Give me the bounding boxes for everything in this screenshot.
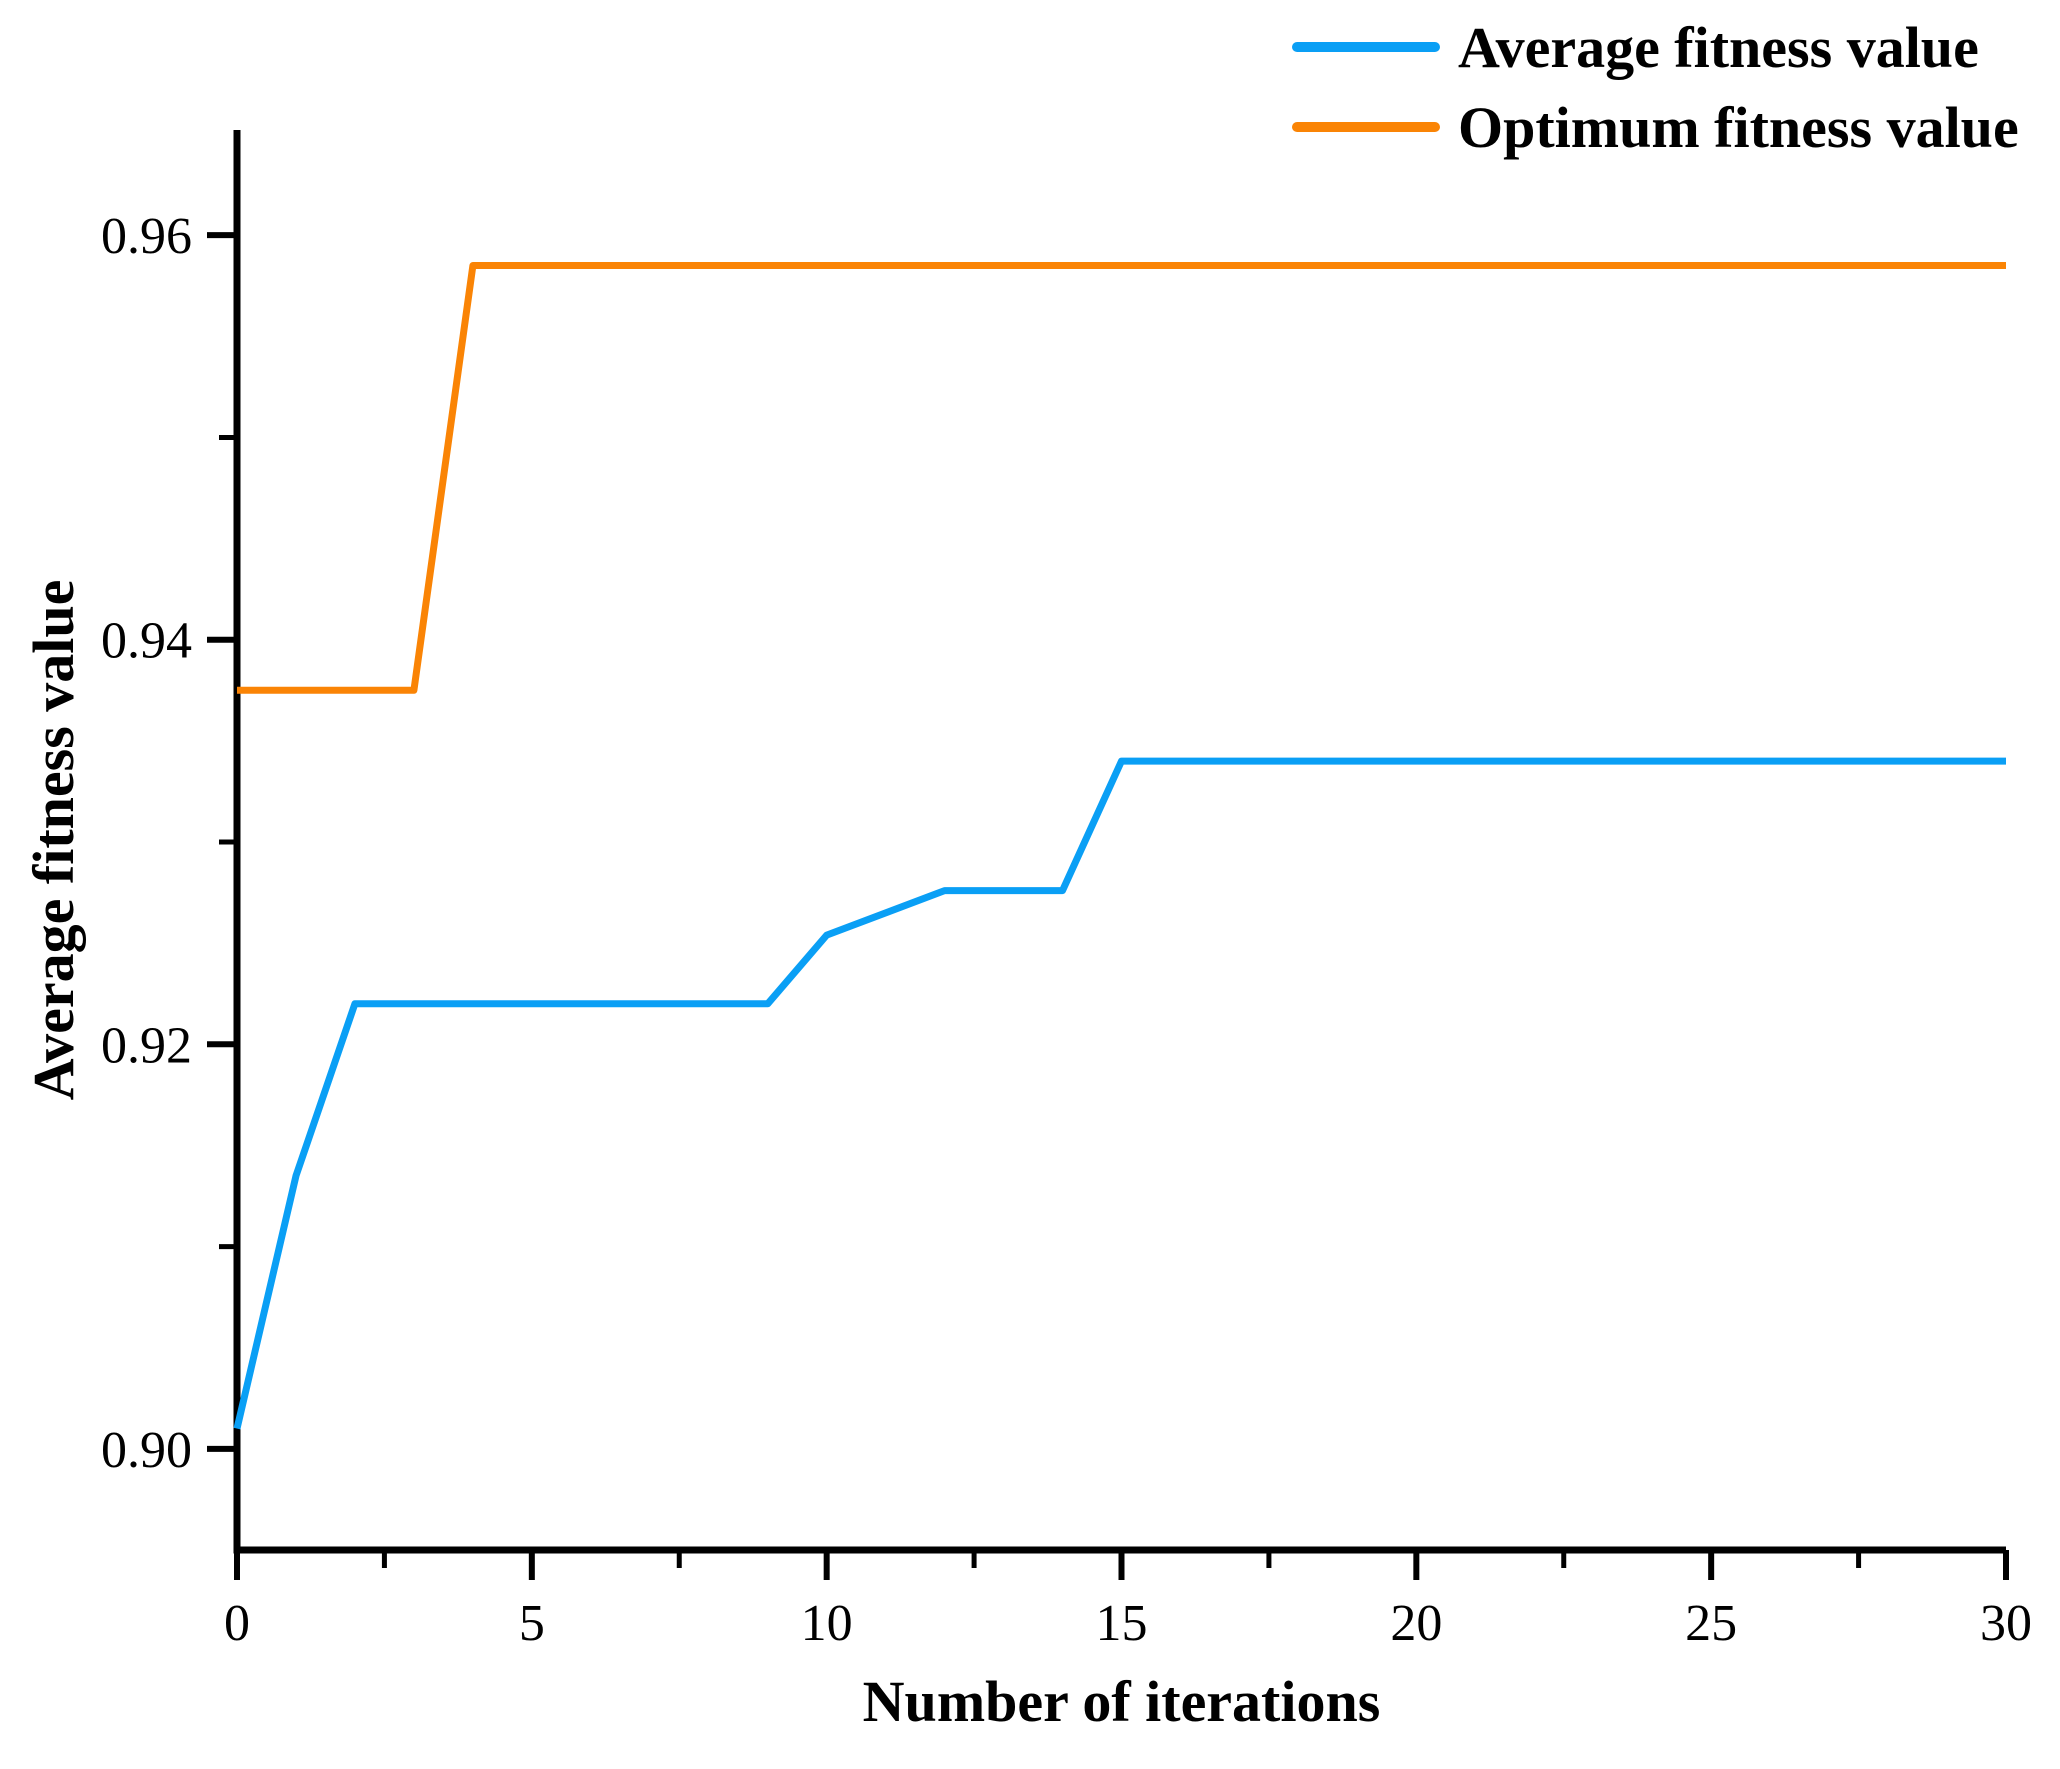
y-axis-title: Average fitness value xyxy=(21,579,86,1101)
y-tick-label: 0.94 xyxy=(101,613,192,670)
legend-label-optimum: Optimum fitness value xyxy=(1458,94,2019,160)
y-tick-label: 0.90 xyxy=(101,1422,192,1479)
x-axis-title: Number of iterations xyxy=(862,1669,1381,1734)
x-tick-label: 25 xyxy=(1685,1595,1737,1652)
legend-item-optimum-fitness: Optimum fitness value xyxy=(1292,92,2019,162)
legend-line-swatch-optimum xyxy=(1292,122,1440,132)
legend: Average fitness value Optimum fitness va… xyxy=(1292,12,2019,162)
legend-label-average: Average fitness value xyxy=(1458,14,1979,80)
x-tick-label: 5 xyxy=(519,1595,545,1652)
axis-spines xyxy=(233,130,2006,1554)
legend-item-average-fitness: Average fitness value xyxy=(1292,12,2019,82)
y-tick-label: 0.92 xyxy=(101,1017,192,1074)
x-tick-label: 0 xyxy=(224,1595,250,1652)
x-tick-label: 30 xyxy=(1980,1595,2032,1652)
y-tick-label: 0.96 xyxy=(101,208,192,265)
legend-line-swatch-average xyxy=(1292,42,1440,52)
x-tick-label: 15 xyxy=(1096,1595,1148,1652)
series-line-average xyxy=(233,757,2006,1430)
x-tick-label: 10 xyxy=(801,1595,853,1652)
x-tick-label: 20 xyxy=(1390,1595,1442,1652)
series-line-optimum xyxy=(237,262,2006,694)
